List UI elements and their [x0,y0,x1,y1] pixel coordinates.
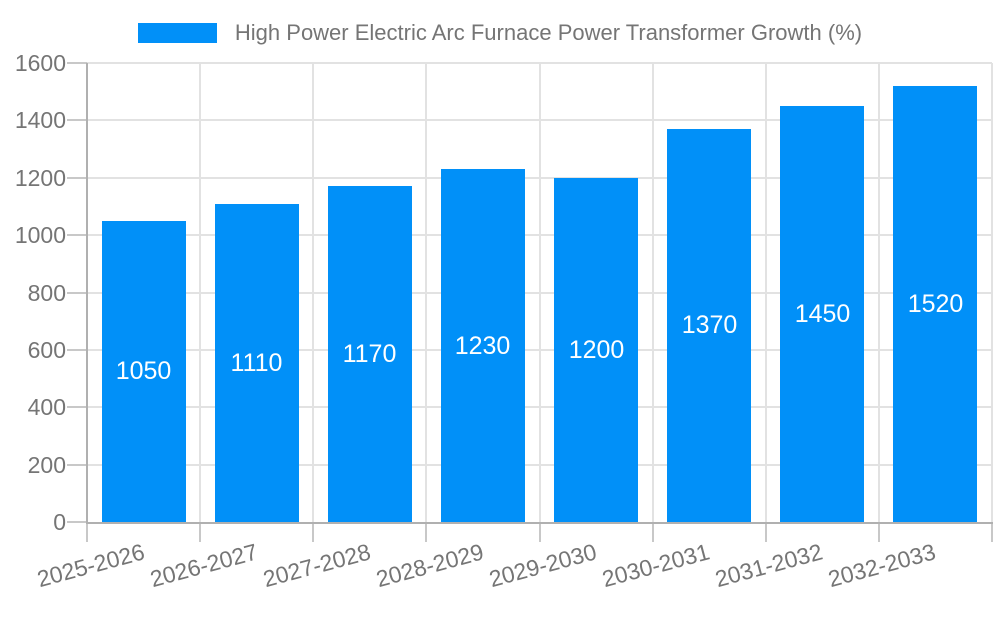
v-gridline [765,63,767,522]
legend-swatch-icon [137,23,217,43]
x-tick [539,522,541,542]
y-tick [67,406,87,408]
y-axis-line [86,63,88,524]
bar-value-label: 1230 [454,332,511,360]
bar [554,178,638,522]
v-gridline [991,63,993,522]
x-tick [86,522,88,542]
y-tick [67,177,87,179]
x-tick [425,522,427,542]
y-tick-label: 200 [27,452,66,478]
bar [893,86,977,522]
x-tick [199,522,201,542]
v-gridline [312,63,314,522]
y-tick-label: 800 [27,280,66,306]
y-tick [67,119,87,121]
x-tick [312,522,314,542]
y-tick [67,292,87,294]
bar [215,204,299,522]
x-tick [991,522,993,542]
bar-value-label: 1370 [681,311,738,339]
y-tick [67,349,87,351]
bar-value-label: 1110 [230,349,283,377]
y-tick-label: 1600 [14,50,66,76]
y-tick [67,62,87,64]
bar [102,221,186,522]
bar-value-label: 1520 [907,290,964,318]
v-gridline [539,63,541,522]
x-axis-line [86,522,993,524]
y-tick-label: 600 [27,337,66,363]
plot-area: 0 200 400 600 800 1000 1200 1400 1600 1050 2025-20… [14,50,993,592]
y-tick [67,464,87,466]
x-tick [878,522,880,542]
x-tick [765,522,767,542]
v-gridline [878,63,880,522]
v-gridline [425,63,427,522]
legend-item[interactable]: High Power Electric Arc Furnace Power Tr… [0,13,1000,53]
bar [328,186,412,522]
bar [780,106,864,522]
bar-chart: 0 200 400 600 800 1000 1200 1400 1600 1050 2025-20… [0,13,1000,593]
bar [441,169,525,522]
y-tick-label: 1200 [14,165,66,191]
bar-value-label: 1050 [115,357,172,385]
y-tick-label: 1000 [14,222,66,248]
bar-value-label: 1170 [342,340,397,368]
y-tick-label: 400 [27,394,66,420]
bar-value-label: 1450 [794,300,851,328]
y-tick [67,234,87,236]
bar-value-label: 1200 [568,336,625,364]
v-gridline [199,63,201,522]
y-tick-label: 0 [53,509,66,535]
y-tick-label: 1400 [14,107,66,133]
legend-label: High Power Electric Arc Furnace Power Tr… [234,20,863,45]
x-tick [652,522,654,542]
v-gridline [652,63,654,522]
bar [667,129,751,522]
y-tick [67,521,87,523]
